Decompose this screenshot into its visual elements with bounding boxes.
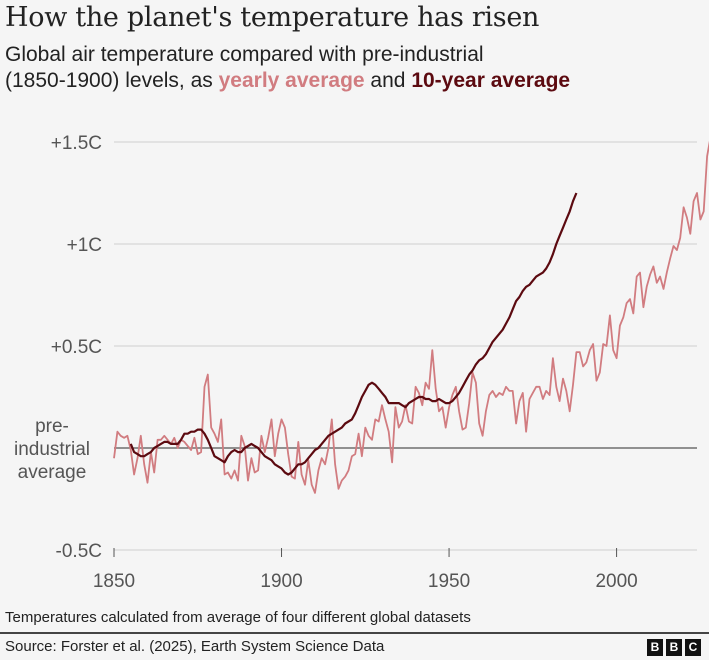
x-axis: 1850 1900 1950 2000: [93, 548, 638, 592]
bbc-logo-letter: B: [666, 639, 682, 656]
y-axis-labels: -0.5C +0.5C +1C +1.5C: [51, 133, 102, 562]
chart-subtitle: Global air temperature compared with pre…: [5, 42, 705, 94]
baseline-label-line: industrial: [14, 439, 90, 460]
y-tick-label: +1C: [67, 235, 102, 256]
chart-title: How the planet's temperature has risen: [5, 2, 540, 33]
x-tick-label: 1850: [93, 571, 135, 592]
subtitle-conjunction: and: [364, 69, 412, 92]
legend-yearly-average: yearly average: [218, 69, 365, 92]
baseline-label-line: average: [18, 462, 87, 483]
ten-year-average-line: [129, 192, 578, 476]
subtitle-line2-prefix: (1850-1900) levels, as: [5, 69, 219, 92]
subtitle-line1: Global air temperature compared with pre…: [5, 43, 484, 66]
chart-note: Temperatures calculated from average of …: [5, 609, 471, 626]
y-tick-label: +1.5C: [51, 133, 102, 154]
legend-10-year-average: 10-year average: [411, 69, 571, 92]
y-tick-label: +0.5C: [51, 337, 102, 358]
y-tick-label: -0.5C: [56, 541, 102, 562]
gridlines: [114, 141, 697, 551]
x-tick-label: 1950: [428, 571, 470, 592]
baseline-label-line: pre-: [35, 416, 69, 437]
yearly-average-line: [113, 140, 709, 494]
x-tick-label: 2000: [595, 571, 637, 592]
source-credit: Source: Forster et al. (2025), Earth Sys…: [5, 638, 385, 655]
bbc-logo-letter: C: [685, 639, 701, 656]
x-tick-label: 1900: [260, 571, 302, 592]
temperature-chart: -0.5C +0.5C +1C +1.5C 1850 1900 1950 2000 pre-…: [14, 133, 709, 592]
bbc-logo-letter: B: [647, 639, 663, 656]
footer-divider: [0, 632, 709, 634]
bbc-logo: B B C: [647, 639, 701, 656]
